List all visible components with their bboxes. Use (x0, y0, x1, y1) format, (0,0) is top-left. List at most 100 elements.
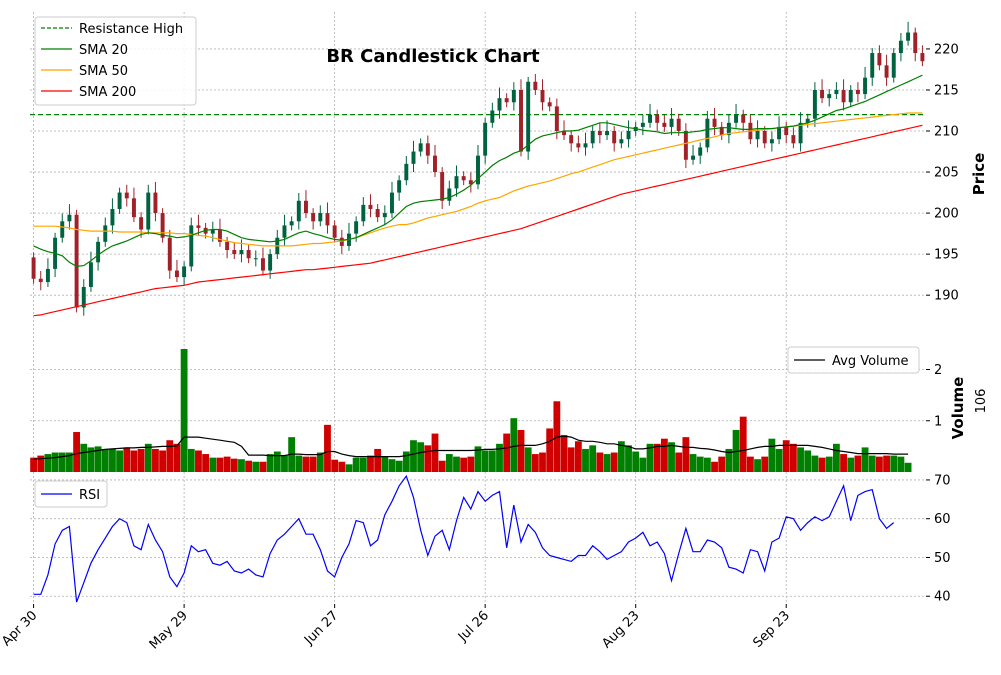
volume-bar (180, 349, 188, 472)
volume-bar (252, 461, 260, 472)
candle-body (769, 139, 774, 144)
volume-bar (230, 458, 238, 472)
candle-body (848, 89, 853, 103)
volume-bar (101, 448, 109, 472)
volume-bar (825, 456, 833, 472)
volume-bar (531, 454, 539, 472)
candle-body (174, 270, 179, 278)
candle-body (511, 89, 516, 103)
candle-body (96, 241, 101, 263)
volume-bar (546, 428, 554, 472)
volume-bar (266, 454, 274, 472)
candle-body (404, 163, 409, 181)
candle-body (103, 225, 108, 242)
candle-body (597, 131, 602, 136)
volume-bar (804, 450, 812, 472)
candle-body (339, 237, 344, 246)
rsi-tick-label: 40 (934, 590, 951, 605)
candle-body (153, 192, 158, 214)
candle-body (547, 102, 552, 107)
volume-bar (66, 452, 73, 472)
candle-body (368, 204, 373, 209)
volume-bar (560, 435, 568, 472)
candle-body (425, 143, 430, 156)
volume-bar (596, 452, 604, 472)
volume-tick-label: 2 (934, 363, 942, 378)
volume-bar (359, 457, 367, 472)
volume-bar (431, 433, 439, 472)
price-tick-label: 215 (934, 83, 959, 98)
x-tick-label: Jun 27 (301, 608, 341, 648)
volume-bar (453, 456, 460, 472)
candle-body (640, 122, 645, 127)
volume-bar (832, 443, 840, 472)
candle-body (81, 286, 86, 308)
price-tick-label: 190 (934, 289, 959, 304)
volume-bar (295, 455, 303, 472)
volume-bar (37, 455, 45, 472)
candle-body (260, 258, 265, 271)
volume-bar (80, 443, 88, 472)
volume-bar (711, 461, 718, 472)
volume-bar (51, 452, 59, 472)
candle-body (167, 237, 172, 271)
volume-bar (152, 448, 159, 472)
volume-bar (367, 455, 374, 472)
candle-body (311, 213, 316, 222)
volume-bar (703, 457, 711, 472)
candle-body (45, 268, 50, 283)
candle-body (683, 131, 688, 160)
candle-body (440, 172, 445, 201)
chart-title: BR Candlestick Chart (326, 46, 540, 67)
volume-bar (696, 456, 704, 472)
candle-body (540, 89, 545, 103)
volume-scale-label: 106 (974, 389, 989, 414)
volume-bar (811, 455, 819, 472)
candle-body (390, 192, 394, 214)
candle-body (497, 98, 502, 111)
candle-body (605, 131, 609, 136)
avg-volume-line (33, 435, 909, 460)
candle-body (246, 250, 251, 259)
volume-bar (402, 451, 410, 472)
volume-bar (166, 440, 174, 472)
candle-body (160, 213, 165, 238)
volume-bar (818, 457, 826, 472)
candle-body (906, 32, 911, 41)
volume-bar (617, 441, 625, 472)
price-tick-label: 205 (934, 166, 959, 181)
price-legend: Resistance High SMA 20 SMA 50 SMA 200 (34, 16, 197, 106)
x-tick-label: Jul 26 (455, 608, 492, 645)
candle-body (533, 81, 538, 90)
volume-bar (847, 457, 855, 472)
candle-body (318, 213, 323, 222)
sma20-line (33, 74, 923, 268)
legend-entry: Resistance High (79, 22, 183, 37)
volume-bar (610, 452, 618, 472)
volume-bar (646, 443, 654, 472)
volume-bar (883, 455, 890, 472)
volume-bar (840, 454, 847, 472)
candle-body (698, 147, 703, 156)
candle-body (225, 241, 230, 251)
candle-body (569, 135, 574, 144)
candle-body (576, 143, 581, 148)
candle-body (705, 118, 710, 148)
candle-body (734, 114, 739, 123)
volume-bar (309, 456, 317, 472)
volume-bar (768, 438, 776, 472)
volume-bar (410, 440, 417, 472)
rsi-tick-label: 60 (934, 512, 951, 527)
volume-bar (238, 459, 245, 472)
volume-bar (187, 448, 195, 472)
candle-body (741, 114, 746, 123)
candle-body (31, 257, 36, 279)
price-tick-label: 220 (934, 42, 959, 57)
price-tick-label: 200 (934, 207, 959, 222)
volume-bar (746, 456, 754, 472)
candle-body (712, 118, 717, 127)
candle-body (719, 126, 724, 136)
volume-bar (589, 445, 597, 472)
volume-bar (854, 455, 862, 472)
